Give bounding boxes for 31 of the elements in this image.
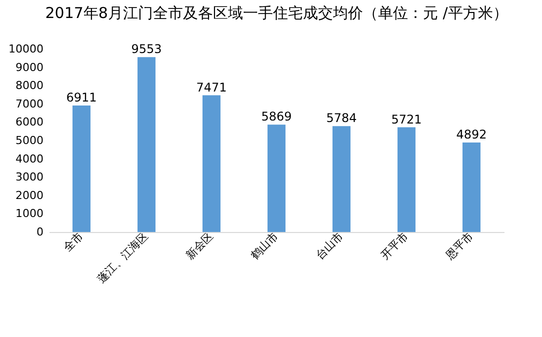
y-tick-label: 6000 — [16, 116, 44, 129]
x-tick-label: 恩平市 — [442, 230, 476, 263]
data-label: 5784 — [326, 111, 357, 126]
x-tick-label: 鹤山市 — [248, 230, 281, 262]
y-tick-label: 3000 — [16, 170, 44, 184]
y-tick-label: 2000 — [16, 188, 44, 202]
y-tick-label: 5000 — [16, 134, 44, 147]
data-label: 7471 — [196, 80, 227, 94]
bar — [202, 95, 220, 232]
y-tick-label: 7000 — [16, 97, 44, 110]
bar — [268, 124, 286, 232]
y-tick-label: 10000 — [8, 42, 44, 56]
bar — [138, 57, 156, 232]
data-label: 5721 — [391, 112, 422, 126]
data-label: 5869 — [261, 110, 292, 124]
x-tick-label: 台山市 — [313, 230, 346, 262]
y-tick-label: 1000 — [16, 207, 44, 220]
y-tick-label: 9000 — [16, 60, 44, 74]
data-label: 6911 — [66, 90, 97, 105]
bar — [332, 126, 350, 232]
bar — [462, 142, 480, 232]
data-label: 9553 — [131, 42, 162, 56]
bar — [398, 127, 416, 232]
chart-title: 2017年8月江门全市及各区域一手住宅成交均价（单位：元 /平方米） — [45, 4, 508, 22]
y-tick-label: 0 — [36, 226, 44, 238]
x-tick-label: 全市 — [60, 230, 86, 254]
x-tick-label: 开平市 — [378, 230, 411, 262]
y-tick-label: 4000 — [16, 152, 44, 166]
y-tick-label: 8000 — [16, 79, 44, 92]
data-label: 4892 — [456, 127, 487, 142]
bar — [72, 106, 90, 232]
